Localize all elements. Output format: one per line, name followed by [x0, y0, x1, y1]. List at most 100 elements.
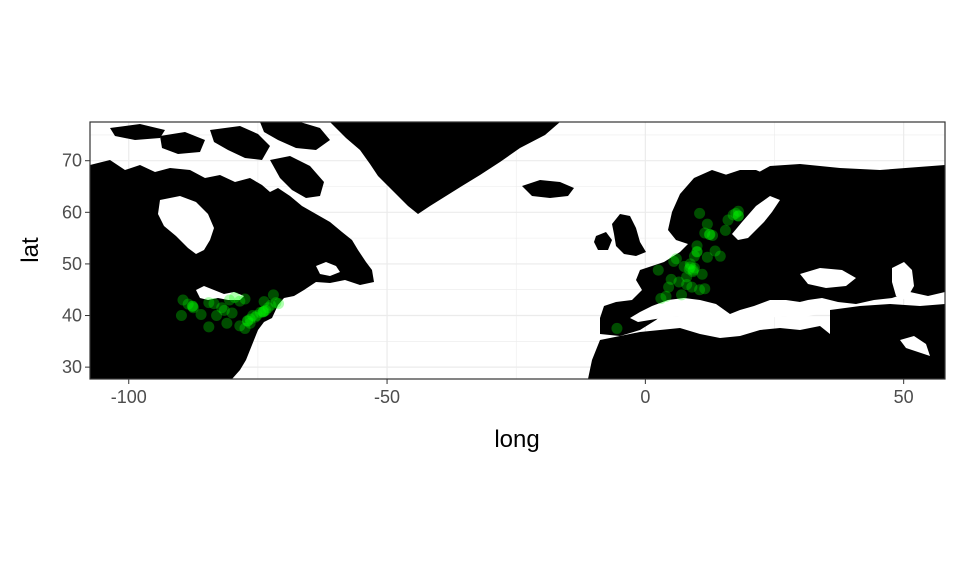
- data-point: [678, 260, 690, 272]
- land-baffin: [270, 156, 324, 198]
- data-point: [668, 255, 680, 267]
- panel-border: [89, 121, 946, 380]
- data-point: [684, 258, 696, 270]
- data-point: [660, 290, 672, 302]
- data-point: [187, 302, 199, 314]
- data-point: [262, 302, 274, 314]
- data-point: [722, 214, 734, 226]
- land-scandinavia: [676, 170, 770, 234]
- data-point: [687, 266, 699, 278]
- data-point: [727, 209, 739, 221]
- data-point: [244, 317, 256, 329]
- black-sea: [800, 268, 856, 288]
- x-tick-label: -50: [374, 387, 400, 407]
- data-point: [247, 310, 259, 322]
- data-point: [242, 315, 254, 327]
- data-point: [234, 320, 246, 332]
- data-point: [226, 307, 238, 319]
- data-point: [611, 322, 623, 334]
- data-point: [242, 315, 254, 327]
- data-point: [663, 281, 675, 293]
- land-greenland: [330, 122, 560, 214]
- data-point: [732, 210, 744, 222]
- mediterranean-sea: [630, 298, 830, 332]
- data-point: [175, 310, 187, 322]
- data-point: [239, 293, 251, 305]
- data-point: [208, 298, 220, 310]
- plot-panel: [90, 122, 945, 379]
- great-lakes: [196, 286, 244, 300]
- data-point: [203, 321, 215, 333]
- caspian-sea: [892, 262, 914, 300]
- y-tick-label: 60: [62, 202, 82, 222]
- data-point: [673, 276, 685, 288]
- world-map-land: [90, 122, 945, 379]
- y-tick-label: 50: [62, 254, 82, 274]
- data-point: [707, 230, 719, 242]
- data-point: [257, 306, 269, 318]
- data-point: [691, 246, 703, 258]
- land-middle-east: [830, 304, 945, 379]
- data-point: [187, 300, 199, 312]
- y-tick-label: 40: [62, 306, 82, 326]
- data-point: [182, 298, 194, 310]
- data-point: [216, 302, 228, 314]
- data-point: [249, 311, 261, 323]
- data-point: [719, 224, 731, 236]
- data-point: [684, 261, 696, 273]
- data-point: [203, 297, 215, 309]
- land-iceland: [522, 180, 574, 198]
- data-point: [257, 306, 269, 318]
- data-point: [186, 300, 198, 312]
- data-point: [258, 296, 270, 308]
- hudson-bay: [158, 196, 214, 254]
- data-point: [258, 305, 270, 317]
- data-point: [730, 207, 742, 219]
- data-point: [221, 317, 233, 329]
- data-point: [709, 245, 721, 257]
- data-point: [211, 310, 223, 322]
- data-point: [234, 295, 246, 307]
- data-point: [676, 289, 688, 301]
- data-point: [699, 283, 711, 295]
- data-point: [244, 313, 256, 325]
- data-point: [694, 284, 706, 296]
- data-point: [655, 292, 667, 304]
- x-tick-label: 50: [894, 387, 914, 407]
- persian-gulf: [900, 336, 930, 356]
- data-point: [732, 205, 744, 217]
- data-point: [195, 308, 207, 320]
- data-point: [251, 310, 263, 322]
- data-point: [701, 218, 713, 230]
- x-axis-title: long: [494, 426, 539, 453]
- data-point: [732, 210, 744, 222]
- data-point: [699, 227, 711, 239]
- x-tick-label: 0: [640, 387, 650, 407]
- data-point: [265, 299, 277, 311]
- data-point: [694, 207, 706, 219]
- gulf-of-st-lawrence: [316, 262, 340, 276]
- data-point: [267, 289, 279, 301]
- data-point: [691, 240, 703, 252]
- land-africa: [588, 326, 830, 379]
- data-point: [260, 304, 272, 316]
- data-point: [714, 250, 726, 262]
- y-tick-label: 70: [62, 151, 82, 171]
- x-tick-label: -100: [111, 387, 147, 407]
- data-point: [652, 264, 664, 276]
- data-point: [254, 306, 266, 318]
- data-point: [229, 291, 241, 303]
- land-britain: [612, 214, 646, 256]
- data-point: [691, 246, 703, 258]
- baltic-sea: [732, 196, 780, 240]
- points-layer: [175, 205, 744, 334]
- data-point: [688, 250, 700, 262]
- data-point: [696, 268, 708, 280]
- data-point: [703, 229, 715, 241]
- data-point: [687, 264, 699, 276]
- land-arctic-islands-2: [160, 132, 205, 154]
- data-point: [665, 273, 677, 285]
- data-point: [683, 263, 695, 275]
- y-axis-ticks: 30 40 50 60 70: [62, 151, 90, 377]
